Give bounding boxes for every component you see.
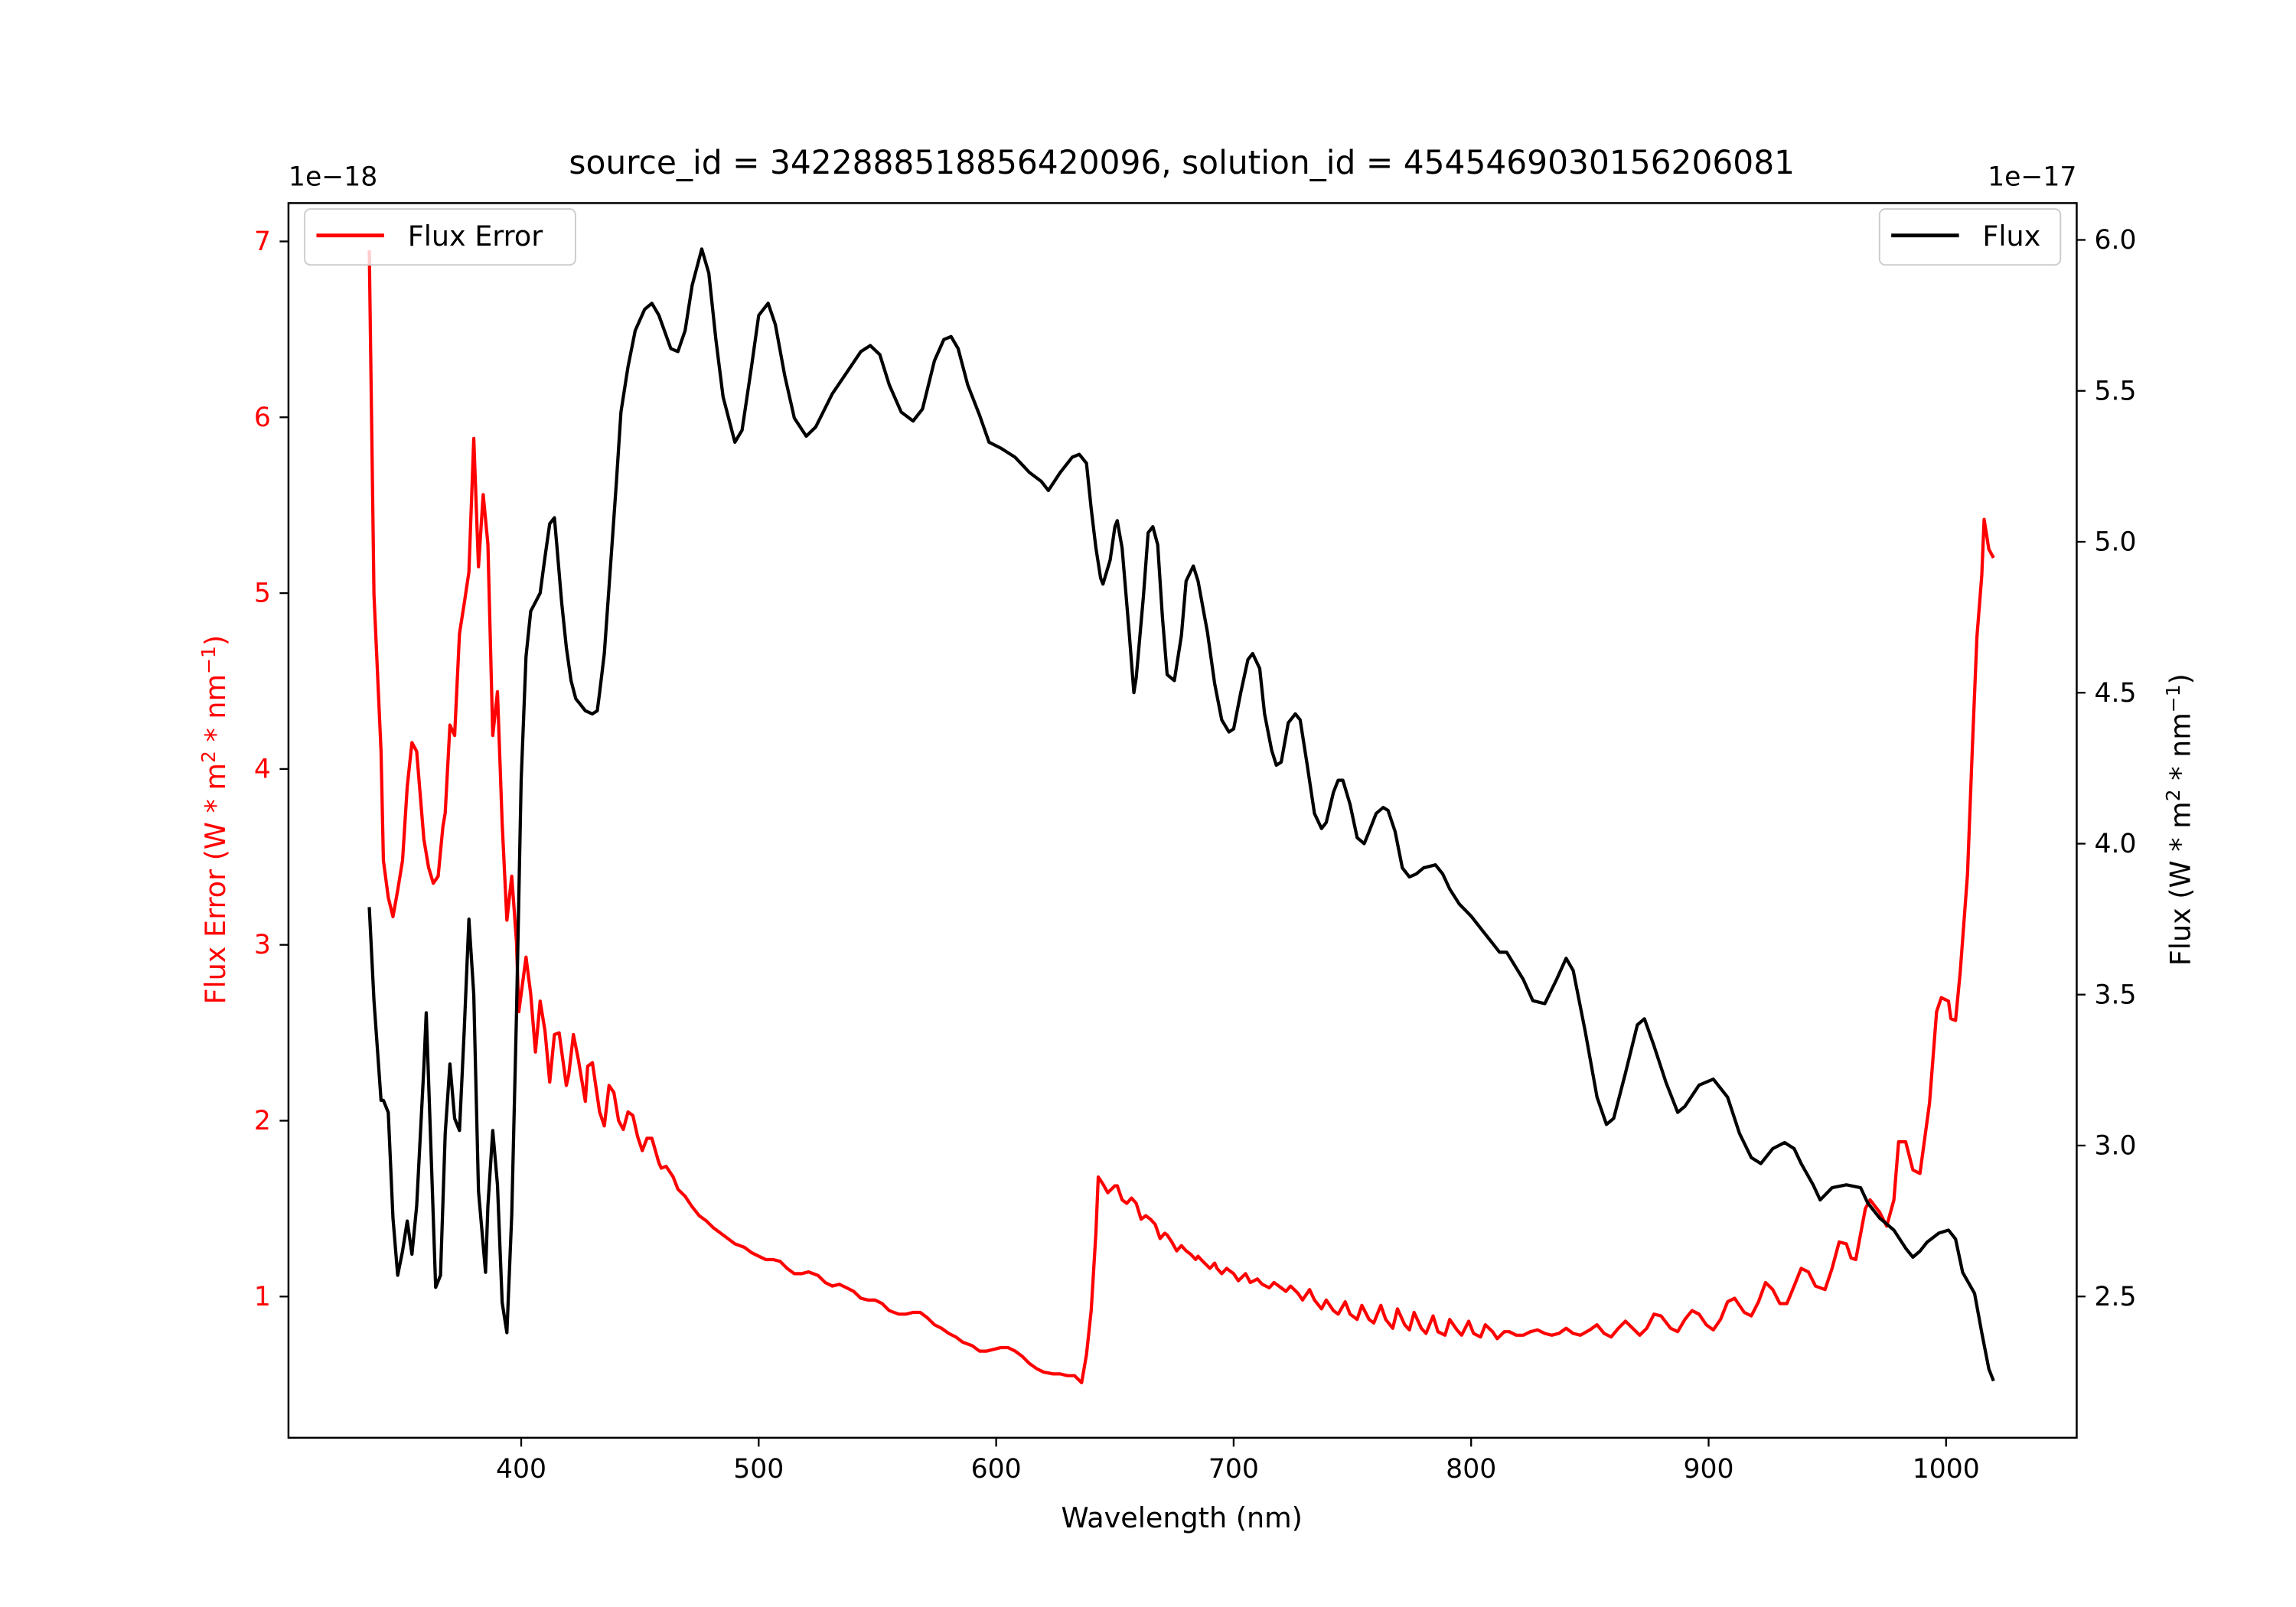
left-y-axis: 1 2 3 4 5 6 7 (254, 227, 289, 1312)
x-tick-label: 900 (1683, 1454, 1733, 1485)
left-offset-text: 1e−18 (289, 161, 377, 192)
legend-flux: Flux (1878, 208, 2062, 266)
left-label-mid: * nm (199, 674, 232, 751)
left-y-axis-label: Flux Error (W * m2 * nm−1) (197, 635, 232, 1005)
right-label-end: ) (2164, 673, 2197, 684)
right-y-tick-label: 6.0 (2095, 225, 2137, 256)
right-y-tick-label: 5.5 (2095, 376, 2137, 406)
right-label-sup1: 2 (2162, 789, 2184, 801)
legend-label-flux-error: Flux Error (408, 220, 544, 253)
series-line-flux (367, 247, 1995, 1382)
left-y-tick-label: 3 (254, 930, 271, 960)
left-y-tick-label: 1 (254, 1282, 271, 1312)
series-layer (367, 247, 1995, 1385)
right-y-axis-label: Flux (W * m2 * nm−1) (2162, 673, 2197, 966)
left-label-sup1: 2 (197, 751, 220, 763)
left-label-sup2: −1 (197, 646, 220, 674)
x-tick-label: 500 (733, 1454, 784, 1485)
right-y-tick-label: 4.0 (2095, 829, 2137, 859)
series-line-flux-error (367, 249, 1995, 1385)
left-y-tick-label: 4 (254, 754, 271, 784)
right-y-axis: 2.5 3.0 3.5 4.0 4.5 5.0 5.5 6.0 (2076, 225, 2137, 1312)
legend-label-flux: Flux (1982, 220, 2040, 253)
chart-title: source_id = 3422888518856420096, solutio… (569, 144, 1795, 181)
legend-box (304, 208, 576, 266)
left-y-tick-label: 5 (254, 579, 271, 609)
axes-frame (287, 202, 2078, 1439)
x-tick-label: 1000 (1913, 1454, 1980, 1485)
left-y-tick-label: 6 (254, 403, 271, 433)
x-tick-label: 400 (496, 1454, 546, 1485)
x-axis-label: Wavelength (nm) (1062, 1501, 1303, 1534)
right-y-tick-label: 2.5 (2095, 1282, 2137, 1312)
right-y-tick-label: 3.0 (2095, 1131, 2137, 1162)
right-label-mid: * nm (2164, 712, 2197, 789)
right-y-tick-label: 4.5 (2095, 678, 2137, 709)
right-y-tick-label: 5.0 (2095, 527, 2137, 558)
left-y-tick-label: 7 (254, 227, 271, 257)
legend-flux-error: Flux Error (304, 208, 576, 266)
left-label-end: ) (199, 635, 232, 646)
right-offset-text: 1e−17 (1988, 161, 2076, 192)
x-tick-label: 600 (971, 1454, 1022, 1485)
right-label-main: Flux (W * m (2164, 801, 2197, 966)
right-y-tick-label: 3.5 (2095, 980, 2137, 1010)
left-label-main: Flux Error (W * m (199, 763, 232, 1005)
x-tick-label: 800 (1446, 1454, 1496, 1485)
legend-box (1878, 208, 2062, 266)
x-axis: 400 500 600 700 800 900 1000 (496, 1437, 1980, 1485)
left-y-tick-label: 2 (254, 1106, 271, 1136)
x-tick-label: 700 (1208, 1454, 1259, 1485)
right-label-sup2: −1 (2162, 684, 2184, 712)
